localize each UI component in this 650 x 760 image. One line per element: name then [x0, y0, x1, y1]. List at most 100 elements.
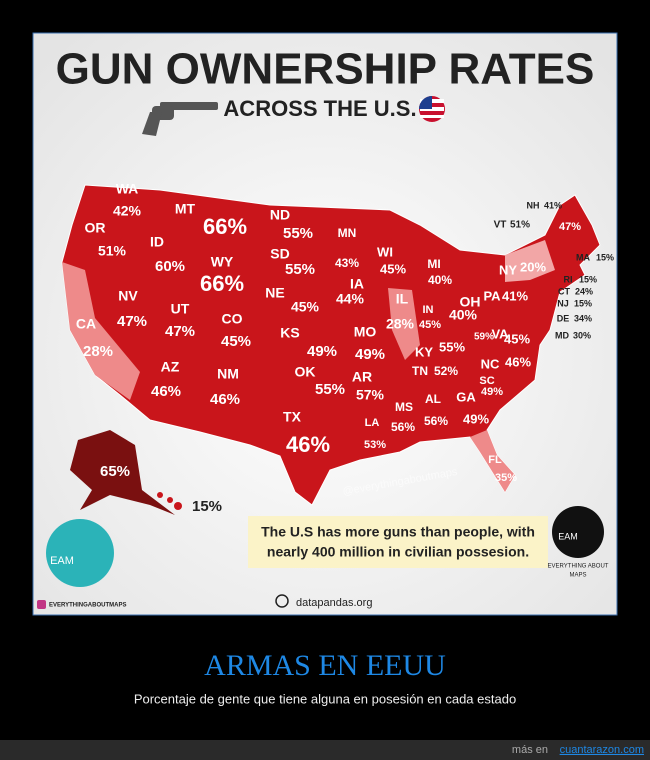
state-abbr: IN: [423, 304, 434, 316]
state-value: 59%: [474, 332, 494, 343]
state-abbr: OK: [295, 364, 316, 380]
state-abbr: GA: [456, 389, 476, 404]
state-value: 45%: [380, 261, 406, 276]
state-value: 56%: [391, 420, 415, 434]
state-value: 40%: [449, 307, 478, 323]
state-abbr: MN: [338, 226, 357, 240]
state-value: 49%: [355, 346, 385, 363]
state-value: 28%: [83, 343, 113, 360]
state-abbr: SC: [479, 375, 494, 387]
state-value: 49%: [307, 343, 337, 360]
state-value: 35%: [495, 472, 517, 484]
state-value: 45%: [291, 299, 320, 315]
pale-state: [470, 430, 515, 492]
state-value: 15%: [192, 498, 222, 515]
note-line: nearly 400 million in civilian possesion…: [267, 544, 529, 560]
state-abbr: CO: [222, 311, 243, 327]
state-value: 20%: [520, 259, 546, 274]
state-abbr: RI: [564, 274, 573, 284]
state-abbr: CT: [558, 286, 570, 296]
state-value: 45%: [419, 319, 441, 331]
state-abbr: NC: [481, 356, 500, 371]
state-value: 53%: [364, 439, 386, 451]
state-value: 45%: [504, 331, 530, 346]
search-icon: [275, 594, 289, 608]
state-abbr: MO: [354, 324, 377, 340]
state-value: 60%: [155, 258, 185, 275]
state-abbr: PA: [483, 288, 501, 303]
state-abbr: NV: [118, 288, 138, 304]
state-value: 45%: [221, 333, 251, 350]
state-abbr: ID: [150, 234, 164, 250]
state-abbr: OR: [85, 220, 106, 236]
state-abbr: MI: [427, 257, 440, 271]
subtitle: ACROSS THE U.S.: [223, 96, 416, 121]
state-abbr: NM: [217, 366, 239, 382]
state-value: 40%: [428, 273, 452, 287]
state-abbr: NE: [265, 285, 284, 301]
state-value: 47%: [165, 323, 195, 340]
state-abbr: FL: [488, 454, 502, 466]
instagram-handle: EVERYTHINGABOUTMAPS: [49, 603, 126, 609]
state-abbr: CA: [76, 316, 96, 332]
state-abbr: MD: [555, 330, 569, 340]
state-abbr: KY: [415, 344, 433, 359]
state-value: 56%: [424, 414, 448, 428]
state-abbr: IA: [350, 276, 364, 292]
state-value: 52%: [434, 364, 458, 378]
state-abbr: TN: [412, 364, 428, 378]
state-value: 43%: [335, 256, 359, 270]
state-value: 41%: [502, 288, 528, 303]
state-value: 49%: [481, 386, 503, 398]
state-abbr: LA: [365, 417, 380, 429]
state-abbr: WI: [377, 244, 393, 259]
state-value: 47%: [559, 221, 581, 233]
pale-state: [62, 262, 140, 400]
state-value: 28%: [386, 316, 415, 332]
revolver-icon: [142, 102, 218, 136]
state-abbr: DE: [557, 313, 570, 323]
pale-state: [505, 240, 555, 282]
state-value: 57%: [356, 387, 385, 403]
state-value: 30%: [573, 330, 591, 340]
state-abbr: ND: [270, 207, 290, 223]
state-value: 44%: [336, 291, 365, 307]
state-value: 55%: [315, 381, 345, 398]
hawaii: [157, 492, 182, 510]
logo-right: [552, 506, 604, 558]
state-value: 51%: [98, 243, 127, 259]
state-labels: WA42%OR51%ID60%MT66%WY66%ND55%SD55%MN43%…: [76, 181, 614, 515]
state-abbr: IL: [396, 291, 409, 307]
state-abbr: MA: [576, 252, 590, 262]
state-abbr: AZ: [161, 359, 180, 375]
state-value: 65%: [100, 463, 130, 480]
state-abbr: OH: [460, 294, 481, 310]
footer-link[interactable]: cuantarazon.com: [560, 744, 644, 756]
state-value: 46%: [505, 354, 531, 369]
state-abbr: WY: [211, 254, 234, 270]
state-value: 47%: [117, 313, 147, 330]
state-value: 15%: [596, 252, 614, 262]
state-value: 46%: [286, 432, 330, 457]
footer-text: más en: [512, 744, 548, 756]
state-value: 15%: [574, 298, 592, 308]
state-value: 55%: [285, 261, 315, 278]
state-abbr: NJ: [557, 298, 569, 308]
caption-title: ARMAS EN EEUU: [204, 649, 446, 682]
flag-icon: [419, 96, 445, 122]
state-value: 49%: [463, 411, 489, 426]
footer-bar: [0, 740, 650, 760]
state-value: 34%: [574, 313, 592, 323]
title: GUN OWNERSHIP RATES: [56, 45, 595, 94]
state-value: 66%: [203, 214, 247, 239]
state-abbr: MS: [395, 400, 413, 414]
state-value: 46%: [151, 383, 181, 400]
logo-right-caption: MAPS: [569, 573, 586, 579]
state-abbr: TX: [283, 409, 302, 425]
logo-right-text: EAM: [558, 531, 578, 541]
state-abbr: NH: [527, 200, 540, 210]
state-value: 15%: [579, 274, 597, 284]
state-abbr: NY: [499, 262, 517, 277]
pale-state: [388, 288, 420, 360]
